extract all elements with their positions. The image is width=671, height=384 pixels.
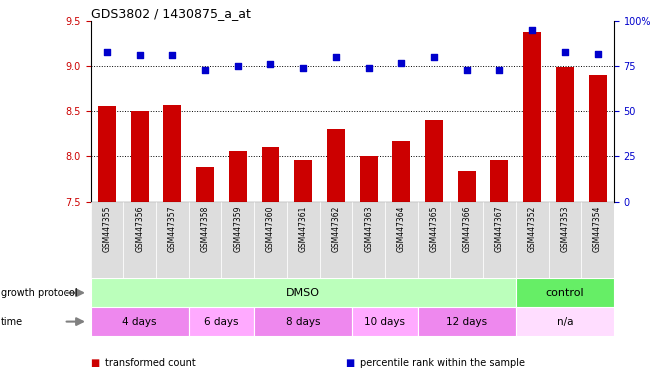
- Bar: [360, 157, 378, 202]
- Bar: [98, 106, 116, 202]
- Bar: [549, 202, 581, 278]
- Bar: [491, 160, 509, 202]
- Text: GSM447362: GSM447362: [331, 205, 340, 252]
- Text: 10 days: 10 days: [364, 316, 405, 327]
- Text: GSM447363: GSM447363: [364, 205, 373, 252]
- Text: time: time: [1, 316, 23, 327]
- Bar: [319, 202, 352, 278]
- Text: GSM447358: GSM447358: [201, 205, 209, 252]
- Point: [101, 49, 112, 55]
- Bar: [516, 307, 614, 336]
- Point: [429, 54, 440, 60]
- Point: [363, 65, 374, 71]
- Bar: [189, 307, 254, 336]
- Point: [560, 49, 570, 55]
- Point: [298, 65, 309, 71]
- Point: [167, 52, 178, 58]
- Bar: [91, 307, 189, 336]
- Text: GSM447365: GSM447365: [429, 205, 439, 252]
- Bar: [393, 141, 411, 202]
- Text: 8 days: 8 days: [286, 316, 321, 327]
- Point: [134, 52, 145, 58]
- Bar: [516, 278, 614, 307]
- Bar: [581, 202, 614, 278]
- Text: 6 days: 6 days: [204, 316, 239, 327]
- Bar: [385, 202, 417, 278]
- Bar: [196, 167, 214, 202]
- Text: DMSO: DMSO: [287, 288, 320, 298]
- Text: 12 days: 12 days: [446, 316, 487, 327]
- Bar: [123, 202, 156, 278]
- Text: GSM447364: GSM447364: [397, 205, 406, 252]
- Point: [527, 27, 537, 33]
- Bar: [131, 111, 149, 202]
- Text: 4 days: 4 days: [122, 316, 157, 327]
- Point: [331, 54, 342, 60]
- Bar: [450, 202, 483, 278]
- Text: n/a: n/a: [557, 316, 573, 327]
- Text: GSM447352: GSM447352: [527, 205, 537, 252]
- Point: [265, 61, 276, 68]
- Bar: [425, 121, 443, 202]
- Point: [462, 67, 472, 73]
- Bar: [458, 171, 476, 202]
- Bar: [417, 307, 516, 336]
- Text: GSM447360: GSM447360: [266, 205, 275, 252]
- Text: control: control: [546, 288, 584, 298]
- Bar: [352, 307, 417, 336]
- Bar: [523, 32, 541, 202]
- Text: growth protocol: growth protocol: [1, 288, 77, 298]
- Bar: [483, 202, 516, 278]
- Bar: [262, 147, 280, 202]
- Text: GSM447353: GSM447353: [560, 205, 570, 252]
- Text: GSM447367: GSM447367: [495, 205, 504, 252]
- Bar: [254, 202, 287, 278]
- Text: ■: ■: [346, 358, 355, 368]
- Bar: [556, 67, 574, 202]
- Text: GSM447361: GSM447361: [299, 205, 308, 252]
- Bar: [287, 202, 319, 278]
- Text: GDS3802 / 1430875_a_at: GDS3802 / 1430875_a_at: [91, 7, 250, 20]
- Bar: [516, 202, 548, 278]
- Bar: [417, 202, 450, 278]
- Bar: [221, 202, 254, 278]
- Bar: [254, 307, 352, 336]
- Bar: [163, 105, 181, 202]
- Point: [494, 67, 505, 73]
- Bar: [327, 129, 345, 202]
- Bar: [588, 75, 607, 202]
- Bar: [156, 202, 189, 278]
- Text: GSM447366: GSM447366: [462, 205, 471, 252]
- Text: ■: ■: [91, 358, 100, 368]
- Bar: [91, 202, 123, 278]
- Text: percentile rank within the sample: percentile rank within the sample: [360, 358, 525, 368]
- Bar: [91, 278, 516, 307]
- Text: transformed count: transformed count: [105, 358, 196, 368]
- Point: [592, 51, 603, 57]
- Point: [200, 67, 211, 73]
- Point: [232, 63, 243, 70]
- Text: GSM447354: GSM447354: [593, 205, 602, 252]
- Point: [396, 60, 407, 66]
- Text: GSM447359: GSM447359: [234, 205, 242, 252]
- Bar: [352, 202, 385, 278]
- Bar: [189, 202, 221, 278]
- Bar: [229, 151, 247, 202]
- Text: GSM447357: GSM447357: [168, 205, 177, 252]
- Text: GSM447356: GSM447356: [135, 205, 144, 252]
- Bar: [294, 160, 312, 202]
- Text: GSM447355: GSM447355: [103, 205, 111, 252]
